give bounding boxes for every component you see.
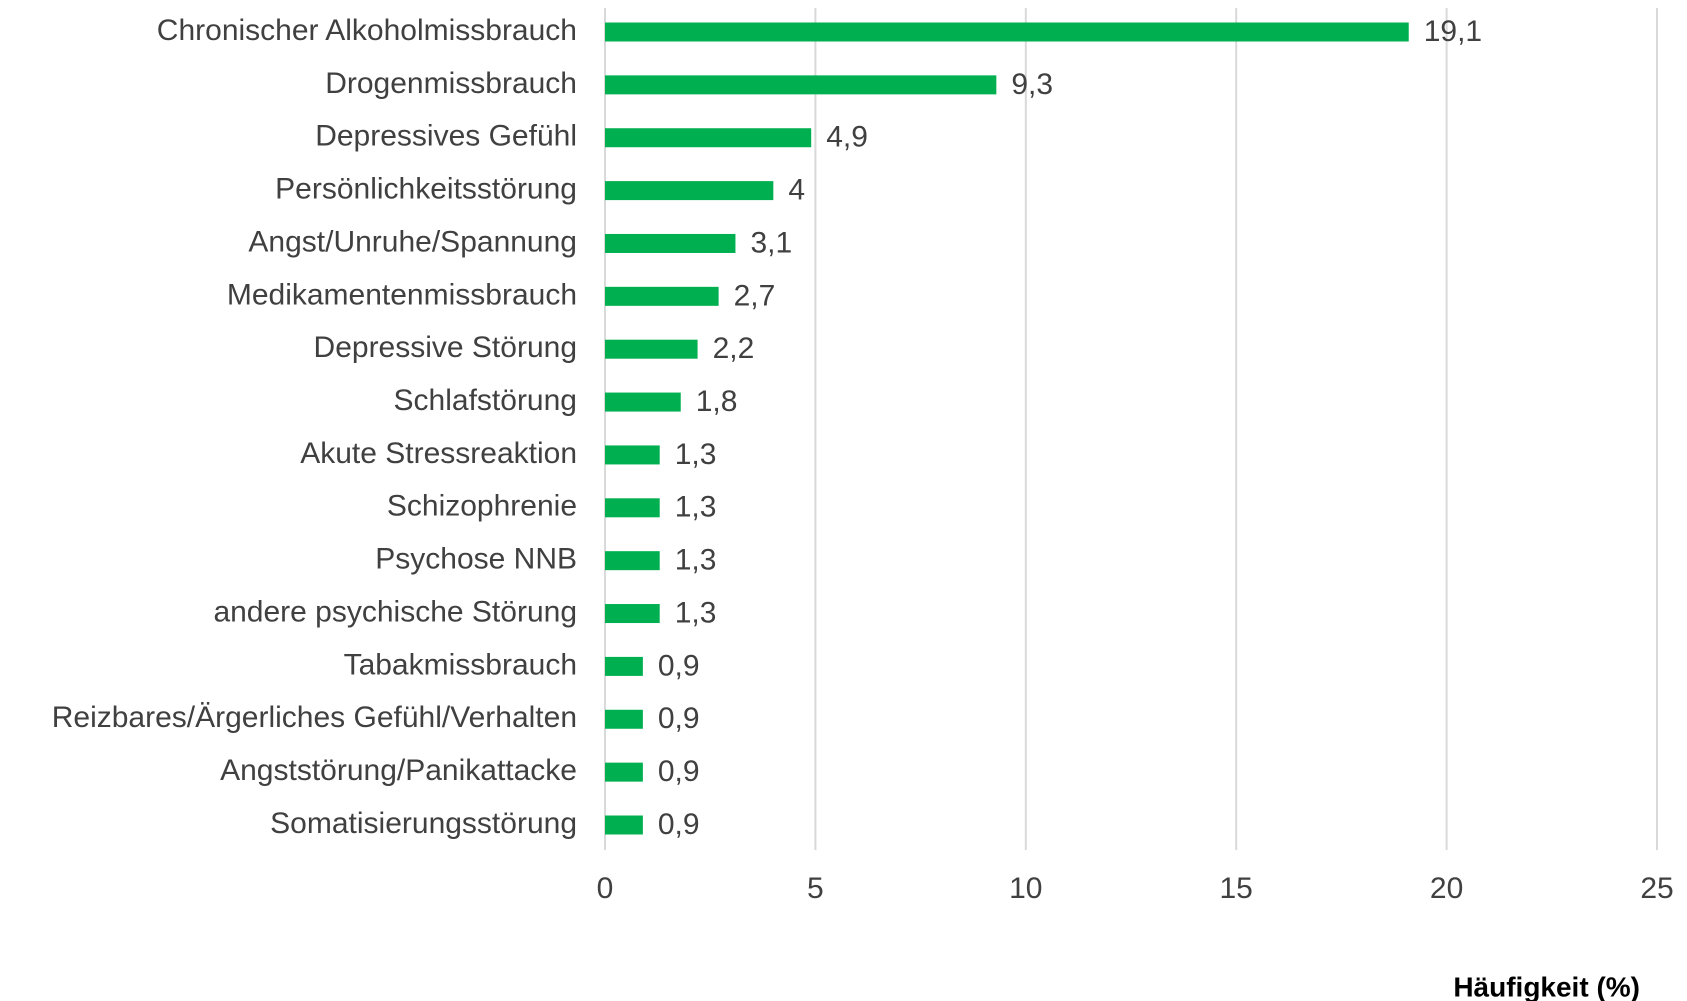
bar <box>605 709 643 729</box>
bar <box>605 762 643 782</box>
data-label: 0,9 <box>658 755 700 788</box>
data-label: 1,3 <box>675 544 717 577</box>
bar <box>605 656 643 676</box>
y-tick-label: Schlafstörung <box>394 384 577 417</box>
x-tick-label: 0 <box>597 872 614 905</box>
bar <box>605 815 643 835</box>
data-label: 2,2 <box>713 332 755 365</box>
x-axis-title: Häufigkeit (%) <box>1453 971 1640 1001</box>
data-label: 0,9 <box>658 649 700 682</box>
data-label: 0,9 <box>658 702 700 735</box>
data-label: 1,3 <box>675 491 717 524</box>
bar <box>605 75 997 95</box>
bar <box>605 339 698 359</box>
data-label: 2,7 <box>734 279 776 312</box>
y-tick-label: Akute Stressreaktion <box>300 437 577 470</box>
y-tick-label: Somatisierungsstörung <box>270 807 577 840</box>
y-tick-label: Medikamentenmissbrauch <box>227 278 577 311</box>
y-tick-label: andere psychische Störung <box>213 595 577 628</box>
y-tick-label: Depressive Störung <box>314 331 577 364</box>
y-tick-label: Angststörung/Panikattacke <box>220 754 577 787</box>
data-label: 1,3 <box>675 438 717 471</box>
y-tick-label: Persönlichkeitsstörung <box>275 173 577 206</box>
bar <box>605 604 660 624</box>
data-label: 1,3 <box>675 596 717 629</box>
data-label: 1,8 <box>696 385 738 418</box>
y-tick-label: Angst/Unruhe/Spannung <box>248 225 577 258</box>
bar <box>605 392 681 412</box>
data-label: 3,1 <box>750 226 792 259</box>
x-tick-label: 20 <box>1430 872 1463 905</box>
data-label: 19,1 <box>1424 15 1482 48</box>
y-tick-label: Reizbares/Ärgerliches Gefühl/Verhalten <box>52 701 577 734</box>
y-tick-label: Chronischer Alkoholmissbrauch <box>157 14 577 47</box>
bar <box>605 445 660 465</box>
bar <box>605 286 719 306</box>
y-tick-label: Tabakmissbrauch <box>344 648 577 681</box>
y-tick-label: Psychose NNB <box>375 543 577 576</box>
bar <box>605 233 736 253</box>
x-tick-label: 5 <box>807 872 824 905</box>
bar <box>605 551 660 571</box>
x-tick-label: 15 <box>1220 872 1253 905</box>
bar <box>605 181 774 201</box>
y-tick-label: Drogenmissbrauch <box>325 67 577 100</box>
x-tick-label: 25 <box>1640 872 1673 905</box>
data-label: 4,9 <box>826 121 868 154</box>
x-tick-label: 10 <box>1009 872 1042 905</box>
data-label: 9,3 <box>1011 68 1053 101</box>
data-label: 4 <box>788 174 805 207</box>
bar <box>605 128 812 148</box>
y-tick-label: Schizophrenie <box>387 490 577 523</box>
y-tick-label: Depressives Gefühl <box>315 120 577 153</box>
bar <box>605 22 1409 42</box>
bar <box>605 498 660 518</box>
data-label: 0,9 <box>658 808 700 841</box>
